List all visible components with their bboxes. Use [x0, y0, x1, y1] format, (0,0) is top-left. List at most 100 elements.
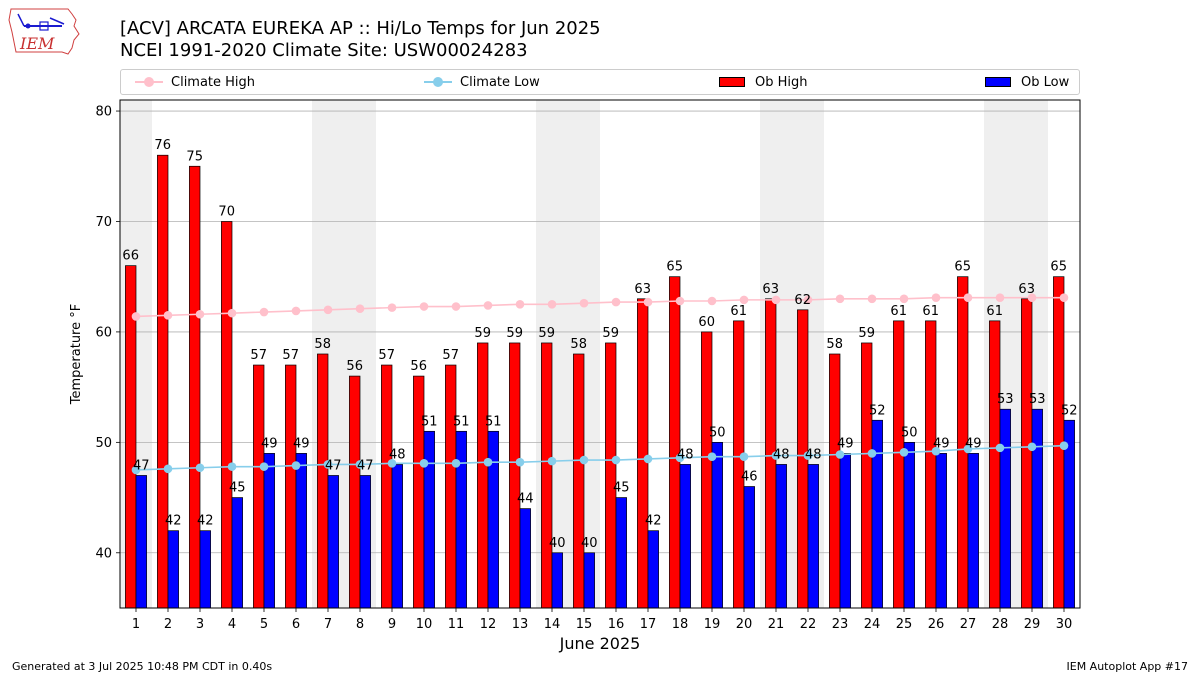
climate-high-point	[931, 293, 941, 302]
climate-high-point	[547, 300, 557, 309]
climate-low-point	[643, 454, 653, 464]
x-tick-label: 28	[992, 617, 1009, 632]
ob-high-label: 56	[410, 359, 427, 374]
climate-high-point	[387, 303, 397, 312]
climate-low-point	[867, 449, 877, 458]
ob-high-label: 59	[538, 326, 555, 341]
ob-low-bar	[1031, 408, 1043, 609]
climate-high-point	[739, 295, 749, 305]
x-tick-label: 12	[480, 617, 497, 632]
x-tick-label: 29	[1024, 617, 1041, 632]
ob-high-label: 61	[986, 304, 1003, 319]
climate-high-point	[707, 296, 717, 306]
ob-high-bar	[605, 342, 617, 609]
x-axis-label: June 2025	[559, 634, 641, 653]
ob-high-bar	[861, 342, 873, 609]
legend-climate-low-label: Climate Low	[460, 74, 540, 90]
climate-low-point	[1027, 442, 1037, 452]
x-tick-label: 22	[800, 617, 817, 632]
legend-climate-high: Climate High	[135, 70, 255, 94]
ob-low-label: 47	[133, 458, 150, 473]
y-tick-label: 40	[95, 546, 112, 561]
ob-low-label: 49	[261, 436, 278, 451]
ob-high-label: 56	[346, 359, 363, 374]
ob-high-label: 59	[506, 326, 523, 341]
climate-low-point	[899, 447, 909, 457]
ob-low-label: 53	[997, 392, 1014, 407]
ob-high-label: 76	[154, 138, 171, 153]
ob-high-bar	[221, 221, 233, 609]
ob-high-label: 57	[378, 348, 395, 363]
climate-low-point	[451, 459, 461, 468]
ob-high-label: 63	[1018, 282, 1035, 297]
iem-logo: IEM	[8, 8, 80, 55]
climate-high-line	[135, 296, 1064, 318]
chart-title: [ACV] ARCATA EUREKA AP :: Hi/Lo Temps fo…	[120, 18, 601, 39]
x-tick-label: 26	[928, 617, 945, 632]
legend-ob-high: Ob High	[719, 70, 808, 94]
climate-low-point	[227, 462, 237, 471]
legend-climate-high-label: Climate High	[171, 74, 256, 90]
climate-high-point	[451, 302, 461, 311]
climate-low-point	[195, 463, 205, 473]
climate-high-point	[163, 311, 173, 320]
ob-low-label: 49	[933, 436, 950, 451]
ob-high-bar	[829, 353, 841, 609]
ob-low-bar	[295, 453, 307, 609]
ob-high-label: 65	[1050, 260, 1067, 275]
climate-high-point	[867, 294, 877, 304]
x-tick-label: 19	[704, 617, 721, 632]
chart-legend: Climate High Climate Low Ob High Ob Low	[120, 69, 1080, 95]
ob-low-bar	[583, 552, 595, 609]
ob-high-label: 63	[634, 282, 651, 297]
climate-high-point	[899, 294, 909, 304]
ob-low-label: 44	[517, 492, 534, 507]
climate-high-point	[515, 300, 525, 309]
x-tick-label: 11	[448, 617, 465, 632]
generated-footer: Generated at 3 Jul 2025 10:48 PM CDT in …	[12, 660, 273, 673]
ob-low-bar	[647, 530, 659, 609]
climate-low-point	[579, 455, 589, 465]
climate-low-point	[803, 451, 813, 460]
ob-low-bar	[615, 497, 627, 609]
ob-high-bar	[669, 276, 681, 609]
climate-high-point	[1059, 293, 1069, 302]
ob-high-bar	[1021, 298, 1033, 609]
ob-high-label: 61	[890, 304, 907, 319]
ob-high-swatch	[719, 77, 745, 87]
legend-ob-low: Ob Low	[985, 70, 1069, 94]
ob-high-bar	[189, 165, 201, 609]
ob-high-bar	[925, 320, 937, 609]
ob-low-bar	[455, 430, 467, 609]
iowa-outline-icon	[8, 8, 80, 55]
ob-high-bar	[381, 364, 393, 609]
climate-low-point	[291, 461, 301, 470]
x-tick-label: 3	[196, 617, 204, 632]
x-tick-label: 17	[640, 617, 657, 632]
ob-low-bar	[807, 464, 819, 609]
ob-low-label: 40	[549, 536, 566, 551]
climate-low-point	[259, 462, 269, 471]
ob-high-bar	[541, 342, 553, 609]
climate-low-point	[739, 452, 749, 462]
ob-low-bar	[871, 419, 883, 609]
climate-low-point	[515, 457, 525, 467]
legend-ob-high-label: Ob High	[755, 74, 808, 90]
legend-ob-low-label: Ob Low	[1021, 74, 1070, 90]
ob-low-label: 50	[709, 425, 726, 440]
legend-climate-low: Climate Low	[424, 70, 540, 94]
ob-low-label: 40	[581, 536, 598, 551]
ob-low-bar	[423, 430, 435, 609]
ob-high-bar	[285, 364, 297, 609]
ob-low-bar	[519, 508, 531, 609]
climate-high-point	[483, 301, 493, 310]
ob-low-label: 50	[901, 425, 918, 440]
ob-low-label: 47	[357, 458, 374, 473]
ob-low-bar	[903, 441, 915, 609]
x-tick-label: 1	[132, 617, 140, 632]
ob-low-label: 46	[741, 470, 758, 485]
ob-low-bar	[743, 486, 755, 609]
y-tick-label: 60	[95, 325, 112, 340]
ob-low-label: 49	[837, 436, 854, 451]
climate-high-point	[675, 296, 685, 306]
